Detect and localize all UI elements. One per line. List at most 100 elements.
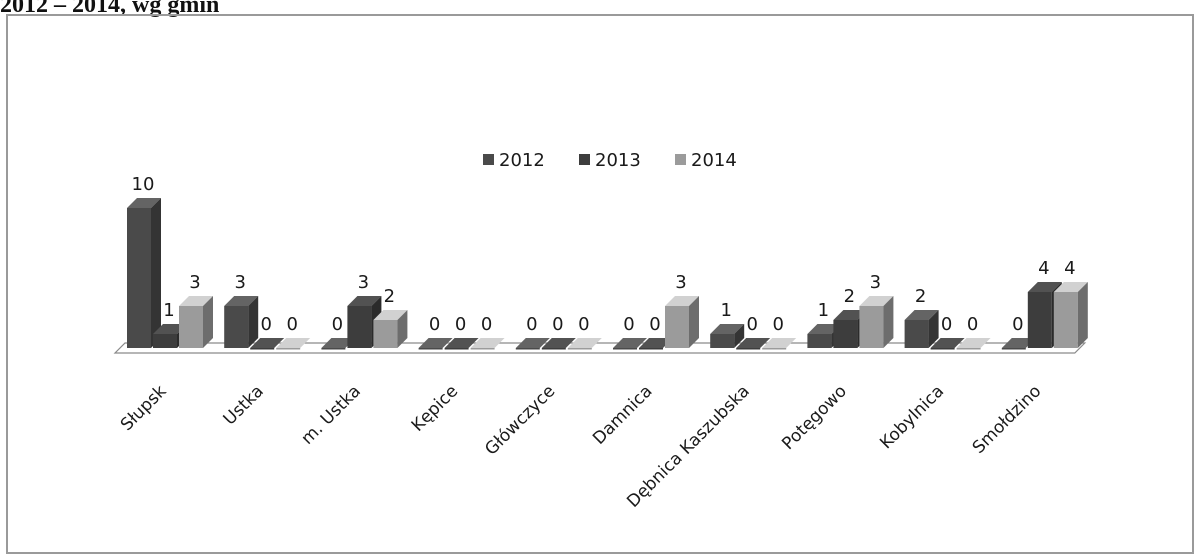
bar-top-2013-4 bbox=[541, 338, 576, 348]
bar-2014-7 bbox=[859, 306, 884, 348]
bar-top-2012-4 bbox=[515, 338, 550, 348]
data-label-2014-3: 0 bbox=[481, 314, 492, 335]
legend-label-2014: 2014 bbox=[691, 150, 737, 171]
bar-top-2014-1 bbox=[276, 338, 311, 348]
bar-side-2012-6 bbox=[734, 324, 745, 348]
data-label-2012-4: 0 bbox=[526, 314, 537, 335]
bar-2013-1 bbox=[250, 348, 275, 350]
bar-top-2014-0 bbox=[179, 296, 213, 306]
bar-2014-9 bbox=[1053, 292, 1078, 348]
bar-top-2014-4 bbox=[567, 338, 602, 348]
legend-label-2012: 2012 bbox=[499, 150, 545, 171]
data-label-2013-8: 0 bbox=[941, 314, 952, 335]
bar-top-2012-3 bbox=[418, 338, 453, 348]
bar-top-2012-7 bbox=[807, 324, 842, 334]
category-label-0: Słupsk bbox=[117, 381, 171, 435]
category-label-3: Kępice bbox=[408, 381, 462, 435]
data-label-2013-7: 2 bbox=[844, 286, 855, 307]
bar-top-2014-7 bbox=[859, 296, 894, 306]
bar-top-2014-9 bbox=[1053, 282, 1088, 292]
bar-2012-3 bbox=[418, 348, 443, 350]
bar-2014-4 bbox=[567, 348, 592, 350]
bar-side-2014-2 bbox=[397, 310, 408, 348]
bar-2012-2 bbox=[321, 348, 346, 350]
bar-top-2012-9 bbox=[1001, 338, 1036, 348]
data-label-2013-2: 3 bbox=[358, 272, 369, 293]
data-label-2013-6: 0 bbox=[746, 314, 757, 335]
bar-2013-9 bbox=[1027, 292, 1052, 348]
data-label-2014-4: 0 bbox=[578, 314, 589, 335]
bar-side-2012-8 bbox=[928, 310, 939, 348]
data-label-2014-7: 3 bbox=[870, 272, 881, 293]
bar-top-2014-6 bbox=[762, 338, 797, 348]
bar-top-2014-5 bbox=[665, 296, 699, 306]
bar-top-2013-6 bbox=[736, 338, 771, 348]
bar-top-2013-0 bbox=[153, 324, 187, 334]
bar-2013-7 bbox=[833, 320, 858, 348]
data-label-2012-3: 0 bbox=[429, 314, 440, 335]
bar-2012-7 bbox=[807, 334, 832, 348]
bar-top-2014-2 bbox=[373, 310, 408, 320]
bar-2013-0 bbox=[153, 334, 177, 348]
bar-side-2014-9 bbox=[1077, 282, 1088, 348]
data-label-2012-5: 0 bbox=[623, 314, 634, 335]
bar-2013-6 bbox=[736, 348, 761, 350]
data-label-2013-3: 0 bbox=[455, 314, 466, 335]
data-label-2013-0: 1 bbox=[163, 300, 174, 321]
bar-2014-5 bbox=[665, 306, 689, 348]
bar-2012-6 bbox=[710, 334, 735, 348]
category-label-1: Ustka bbox=[220, 381, 268, 429]
bar-2013-3 bbox=[444, 348, 469, 350]
data-label-2013-4: 0 bbox=[552, 314, 563, 335]
bar-top-2013-9 bbox=[1027, 282, 1062, 292]
data-label-2012-9: 0 bbox=[1012, 314, 1023, 335]
legend-swatch-2014 bbox=[675, 154, 686, 165]
legend-swatch-2013 bbox=[579, 154, 590, 165]
data-label-2014-8: 0 bbox=[967, 314, 978, 335]
bar-2014-0 bbox=[179, 306, 203, 348]
bar-2013-8 bbox=[930, 348, 955, 350]
data-label-2012-7: 1 bbox=[818, 300, 829, 321]
category-label-7: Potęgowo bbox=[778, 381, 851, 454]
category-label-5: Damnica bbox=[589, 381, 656, 448]
chart-heading: 2012 – 2014, wg gmin bbox=[0, 0, 220, 18]
bar-top-2012-8 bbox=[904, 310, 939, 320]
bar-2014-8 bbox=[956, 348, 981, 350]
bar-top-2013-2 bbox=[347, 296, 382, 306]
data-label-2014-9: 4 bbox=[1064, 258, 1075, 279]
legend-label-2013: 2013 bbox=[595, 150, 641, 171]
bar-2012-1 bbox=[224, 306, 249, 348]
bar-top-2012-6 bbox=[710, 324, 745, 334]
category-label-9: Smołdzino bbox=[969, 381, 1046, 458]
category-label-2: m. Ustka bbox=[298, 381, 365, 448]
bar-2012-9 bbox=[1001, 348, 1026, 350]
data-label-2012-6: 1 bbox=[720, 300, 731, 321]
bar-2013-2 bbox=[347, 306, 372, 348]
data-label-2013-5: 0 bbox=[649, 314, 660, 335]
bar-2014-6 bbox=[762, 348, 787, 350]
bar-top-2013-5 bbox=[639, 338, 673, 348]
data-label-2014-1: 0 bbox=[286, 314, 297, 335]
category-label-8: Kobylnica bbox=[876, 381, 948, 453]
data-label-2012-1: 3 bbox=[234, 272, 245, 293]
data-label-2013-9: 4 bbox=[1038, 258, 1049, 279]
data-label-2012-0: 10 bbox=[132, 174, 155, 195]
data-label-2014-6: 0 bbox=[772, 314, 783, 335]
bar-side-2014-0 bbox=[203, 296, 213, 348]
bar-side-2012-0 bbox=[151, 198, 161, 348]
bar-top-2012-2 bbox=[321, 338, 356, 348]
bar-top-2013-8 bbox=[930, 338, 965, 348]
data-label-2012-8: 2 bbox=[915, 286, 926, 307]
bar-side-2014-5 bbox=[689, 296, 699, 348]
data-label-2014-5: 3 bbox=[675, 272, 686, 293]
data-label-2014-0: 3 bbox=[189, 272, 200, 293]
data-label-2014-2: 2 bbox=[384, 286, 395, 307]
bar-2013-4 bbox=[541, 348, 566, 350]
bar-top-2012-1 bbox=[224, 296, 259, 306]
bar-2014-2 bbox=[373, 320, 398, 348]
bar-2012-0 bbox=[127, 208, 151, 348]
bar-top-2013-1 bbox=[250, 338, 285, 348]
bar-2012-5 bbox=[613, 348, 637, 350]
bar-top-2013-3 bbox=[444, 338, 479, 348]
